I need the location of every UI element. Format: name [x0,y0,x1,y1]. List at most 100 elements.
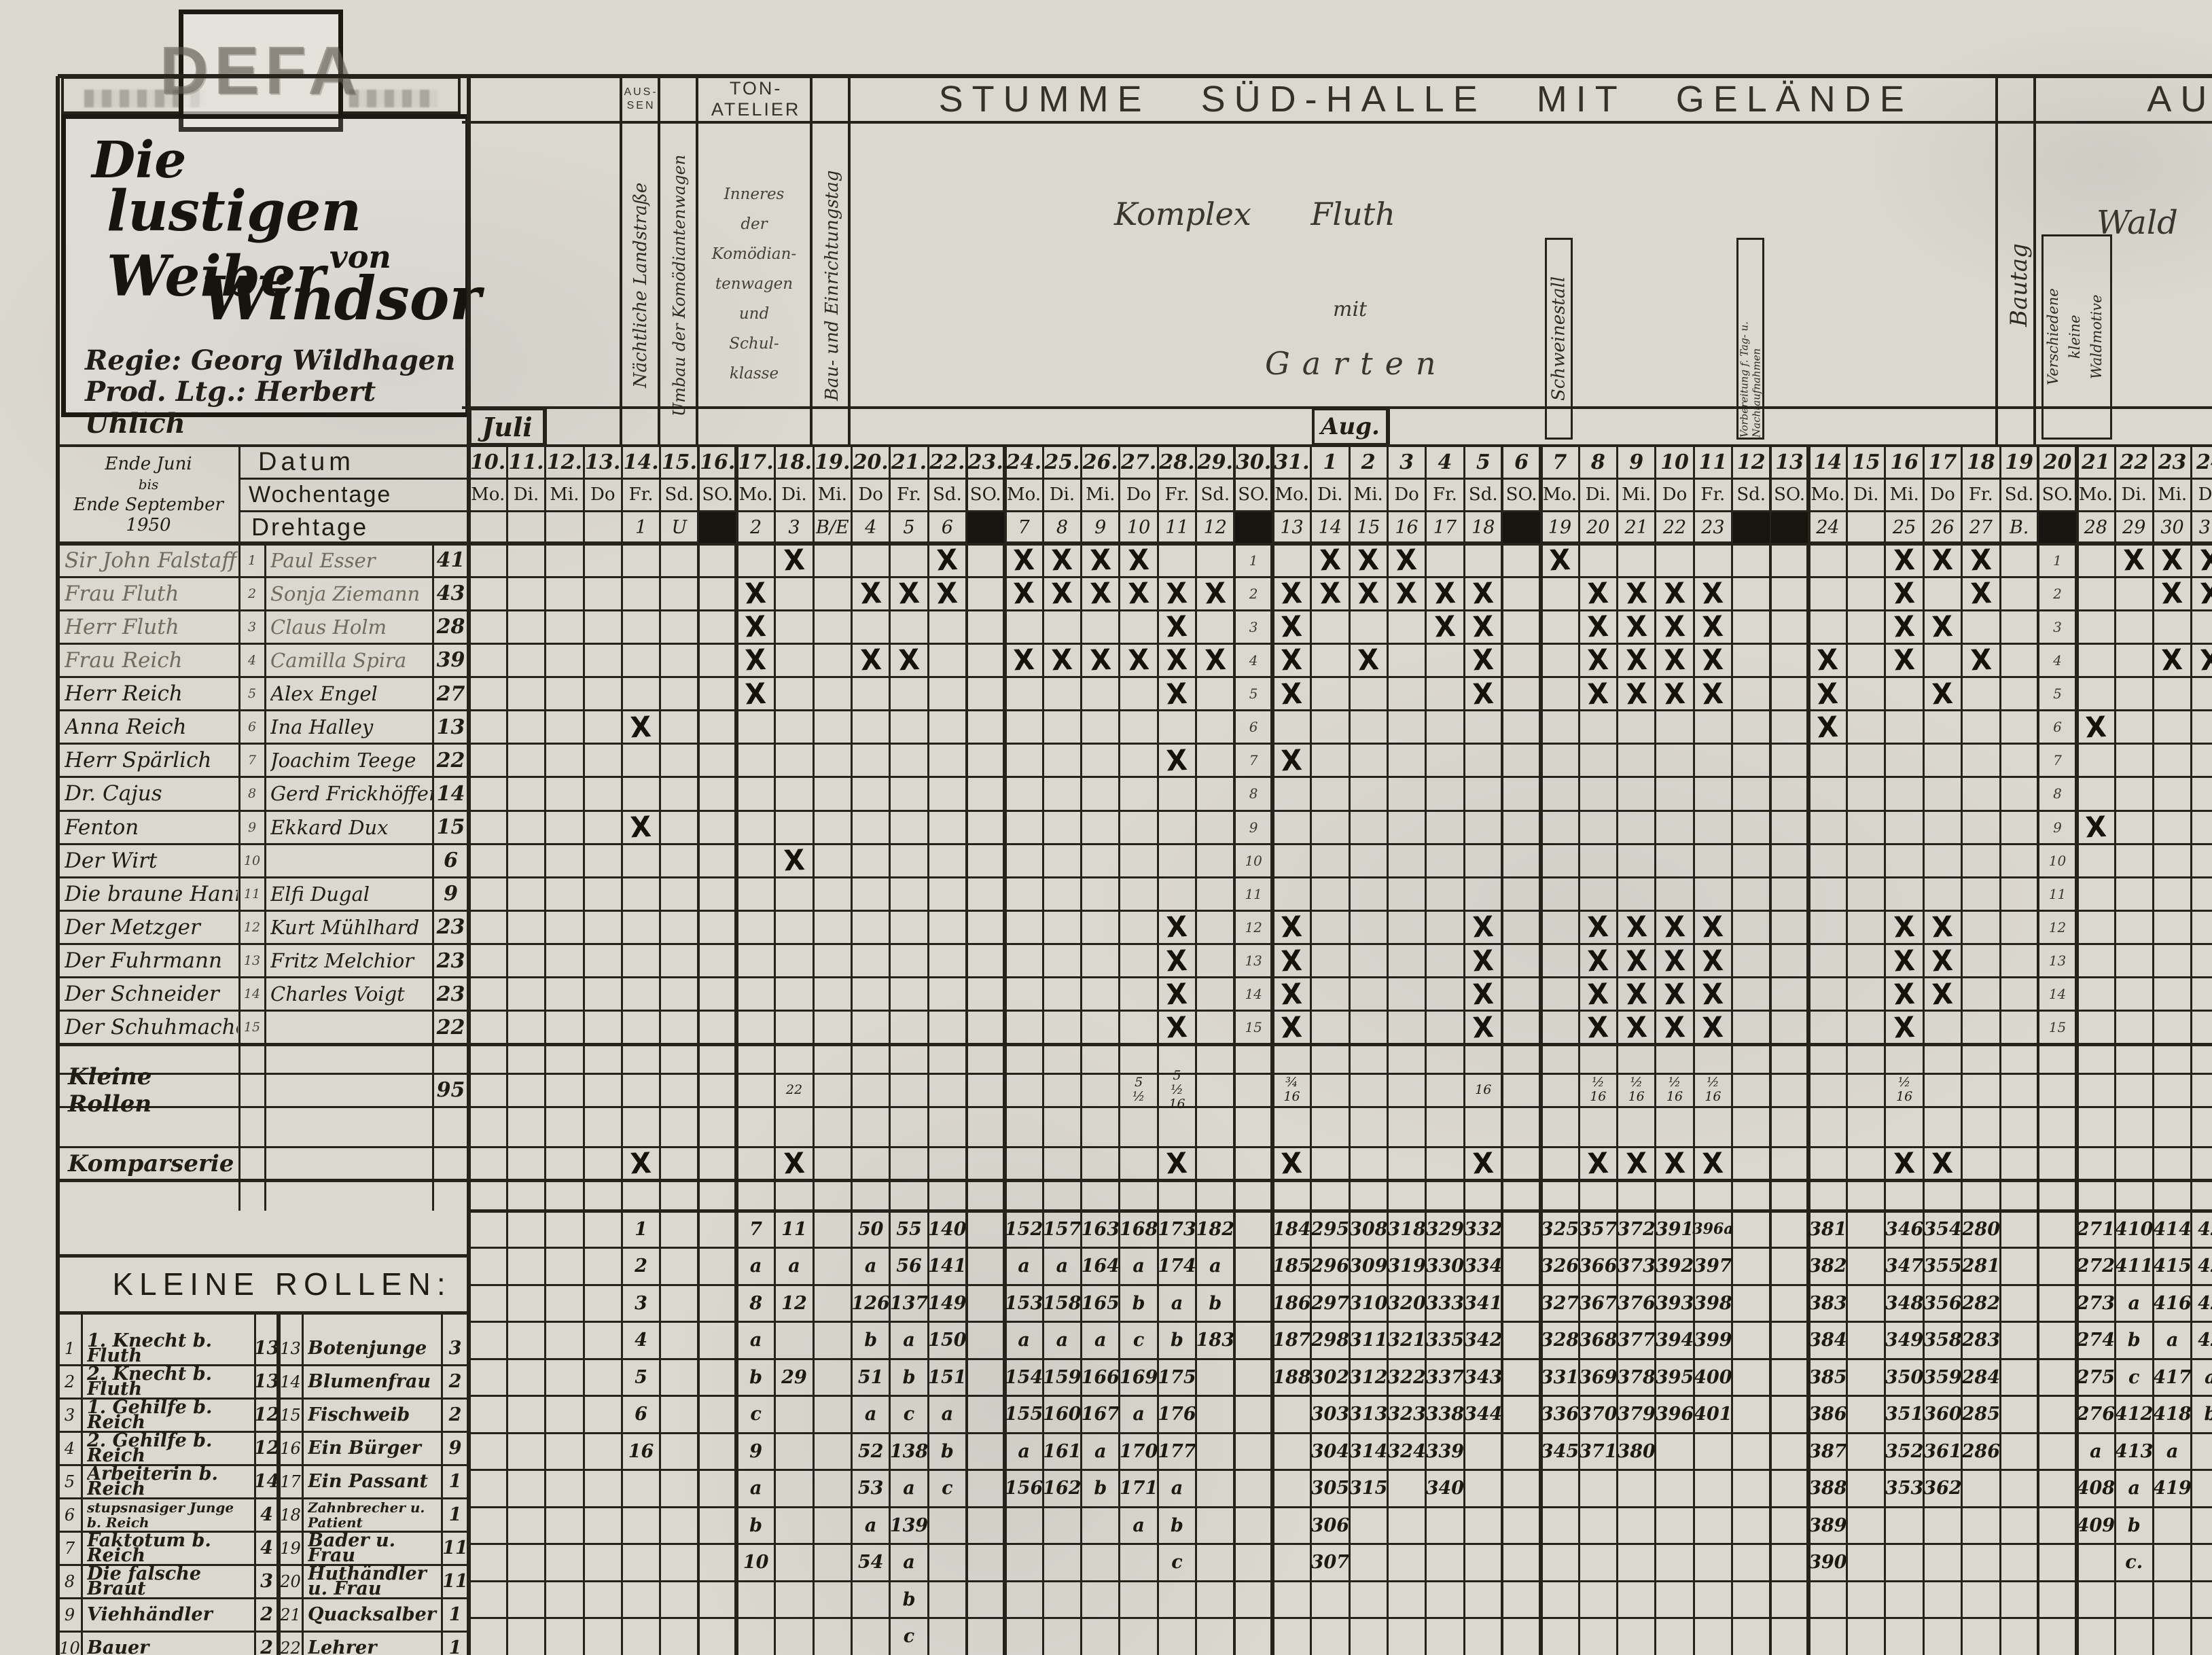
grid-line-v [1731,446,1734,1655]
grid-line-v [1080,446,1083,1655]
shooting-day-x: X [1357,576,1380,611]
list-number-right: 20 [280,1571,301,1591]
scene-number-cell: 367 [1579,1292,1618,1314]
grid-line-v [659,446,662,1655]
drehtag-cell: 25 [1892,517,1916,538]
list-number-right: 21 [280,1605,301,1624]
scene-number-cell: 396 [1655,1404,1694,1425]
list-name-right: Fischweib [308,1404,410,1425]
kleine-rollen-cell: 5 ½ 16 [1158,1064,1196,1116]
cast-role-name: Der Fuhrmann [65,948,222,974]
shooting-day-x: X [1280,677,1304,711]
shooting-day-x: X [1012,643,1035,677]
shooting-day-x: X [1625,576,1648,611]
scene-number-cell: 416 [2153,1292,2192,1314]
scene-number-cell: 157 [1043,1218,1082,1240]
set-note-line: Schul- [729,335,779,353]
scene-number-cell: b [2127,1330,2141,1351]
grid-line-v [734,446,739,1655]
shooting-day-x: X [2160,576,2184,611]
shooting-day-x: X [1127,576,1150,611]
cast-row-number: 9 [247,819,257,835]
scene-number-cell: a [1056,1256,1069,1277]
credit-produktion: Prod. Ltg.: Herbert Uhlich [85,376,376,440]
grid-line-v [1616,446,1618,1655]
grid-line-v [965,446,968,1655]
drehtag-cell: 2 [750,517,762,538]
shooting-day-x: X [1893,543,1916,577]
cast-day-count: 14 [436,781,465,806]
scene-number-cell: 29 [781,1366,807,1388]
scene-number-cell: 137 [889,1292,929,1314]
kleine-rollen-cell-line: 5 [1173,1067,1181,1083]
scene-number-cell: 331 [1540,1366,1580,1388]
scene-number-cell: 185 [1272,1256,1311,1277]
shooting-day-x: X [1586,576,1609,611]
weekday-cell: Di. [1853,484,1879,505]
kleine-rollen-cell-line: ½ [1592,1075,1605,1090]
scene-number-cell: 309 [1349,1256,1388,1277]
kleine-rollen-heading: KLEINE ROLLEN: [112,1266,452,1302]
grid-line-v [810,76,813,446]
shooting-day-x: X [2199,543,2212,577]
grid-line-v [2113,446,2116,1655]
shooting-day-x: X [1471,944,1495,978]
shooting-day-x: X [1701,1010,1725,1045]
grid-line-v [544,408,547,446]
scene-number-cell: 160 [1043,1404,1082,1425]
weekday-cell: Mo. [471,484,505,505]
grid-line-h [469,1247,2212,1249]
scene-number-cell: 380 [1617,1440,1656,1462]
scene-number-cell: 312 [1349,1366,1388,1388]
scene-number-cell: 348 [1885,1292,1924,1314]
cast-row-number: 10 [243,853,261,868]
grid-line-v [658,76,660,446]
grid-line-v [80,1313,83,1655]
scene-number-cell: 335 [1425,1330,1465,1351]
grid-line-h [58,776,2212,779]
drehtag-cell: 13 [1280,517,1304,538]
date-cell: 3 [1399,450,1414,474]
weekday-cell: Mi. [1889,484,1919,505]
list-count-right: 2 [448,1371,462,1392]
list-name-right: Bader u. Frau [308,1531,396,1565]
list-number-right: 13 [280,1338,301,1358]
shooting-day-x: X [1893,1010,1916,1045]
list-count-right: 1 [448,1604,462,1625]
set-label-4: Vorbereitung f. Tag- u. Nachtaufnahmen [1738,321,1763,438]
scene-number-cell: 377 [1617,1330,1656,1351]
shooting-day-x: X [1050,543,1074,577]
date-cell: 26. [1082,450,1118,474]
cast-role-name: Herr Fluth [65,614,179,639]
section-header-2: STUMME SÜD-HALLE MIT GELÄNDE [938,79,1913,120]
date-cell: 28. [1159,450,1195,474]
shooting-day-x: X [1165,1010,1189,1045]
shooting-day-x: X [1395,576,1419,611]
scene-number-cell: a [1171,1478,1183,1499]
shooting-day-x: X [1816,643,1840,677]
scene-number-cell: c [1132,1330,1145,1351]
scene-number-cell: 176 [1158,1404,1196,1425]
kleine-rollen-cell-line: 16 [1705,1089,1722,1104]
grid-line-h [58,1042,2212,1046]
grid-line-h [58,1630,469,1633]
shooting-day-x: X [1816,710,1840,745]
scene-number-cell: 333 [1425,1292,1465,1314]
scene-number-cell: 314 [1349,1440,1388,1462]
shooting-day-x: X [1625,677,1648,711]
set-note-line: tenwagen [715,275,793,293]
cast-actor-name: Camilla Spira [270,648,407,672]
scene-number-cell: a [903,1552,915,1573]
scene-number-cell: 392 [1655,1256,1694,1277]
grid-line-h [58,876,2212,878]
shooting-day-x: X [744,576,768,611]
weekday-cell: Do [858,484,883,505]
scene-number-cell: 345 [1540,1440,1580,1462]
list-number-left: 2 [64,1372,75,1391]
date-cell: 24 [2196,450,2212,474]
scene-number-cell: 351 [1885,1404,1924,1425]
scene-number-cell: 379 [1617,1404,1656,1425]
date-cell: 14 [1813,450,1842,474]
scene-number-cell: 409 [2076,1514,2116,1536]
